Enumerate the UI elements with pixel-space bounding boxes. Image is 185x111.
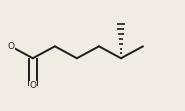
Text: O: O bbox=[7, 42, 14, 51]
Text: O: O bbox=[29, 81, 36, 90]
